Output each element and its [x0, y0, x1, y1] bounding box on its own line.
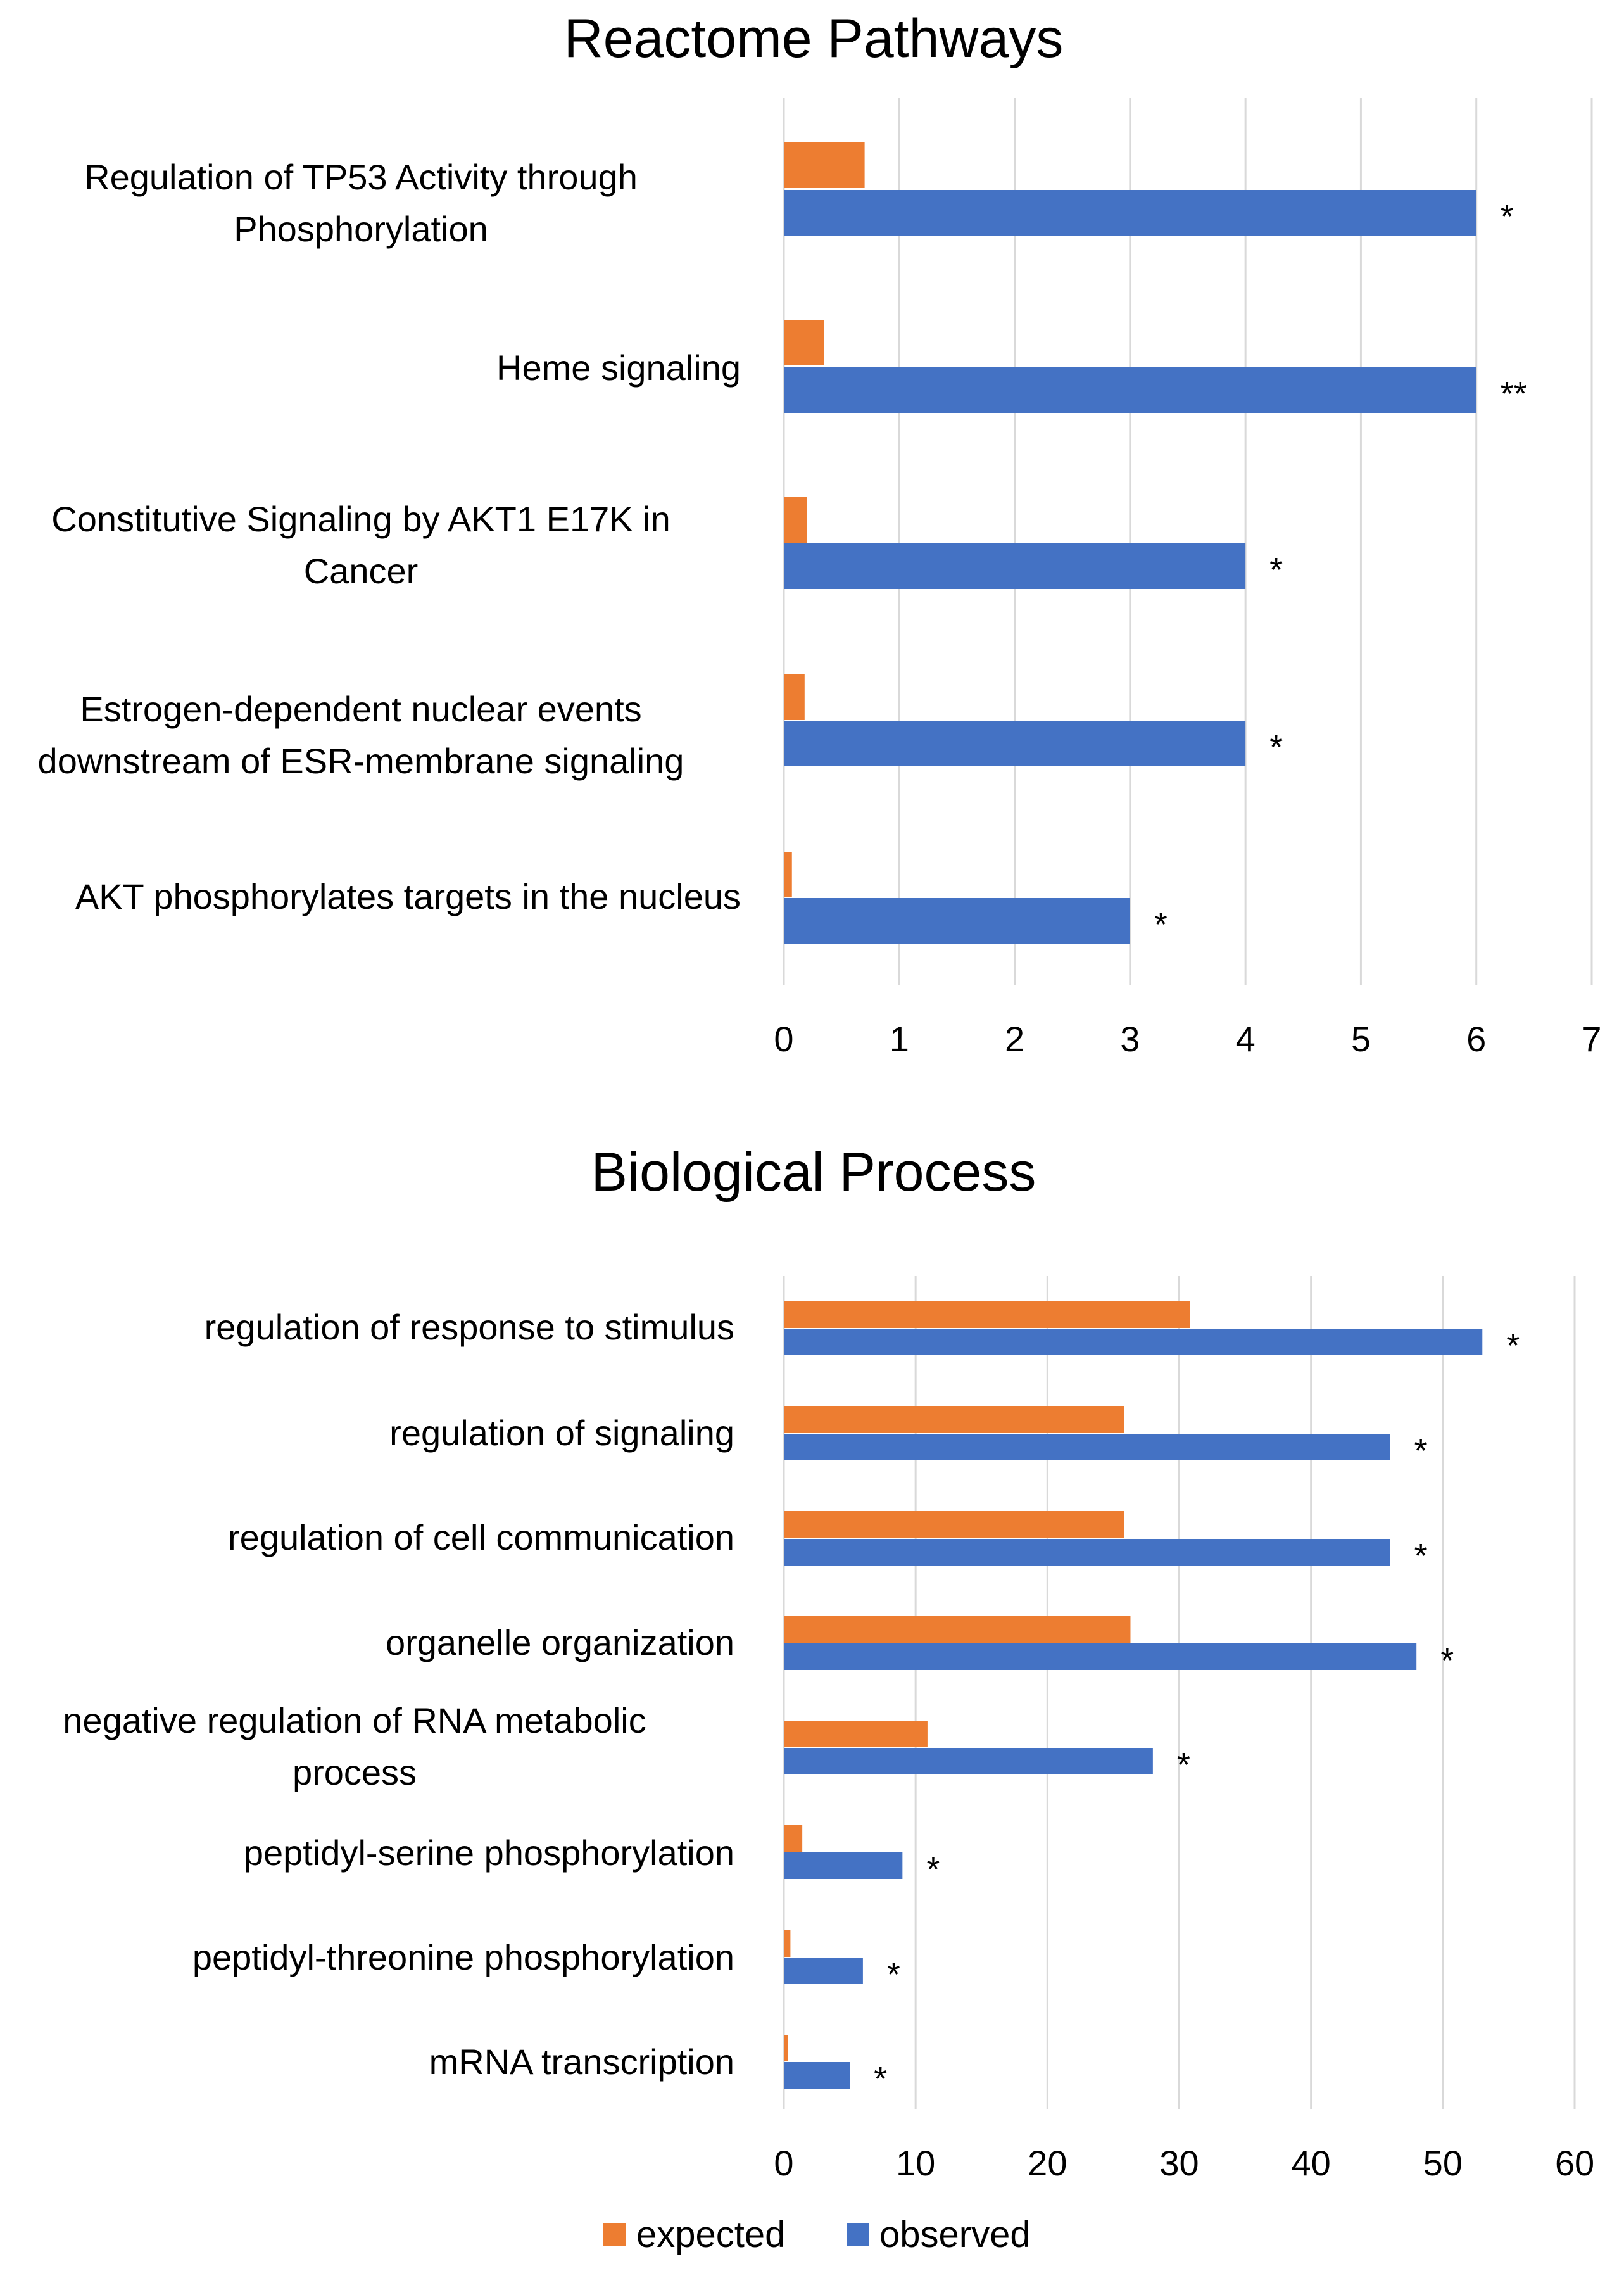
bar-expected: [784, 852, 792, 897]
x-tick-label: 3: [1120, 1019, 1140, 1059]
x-tick-label: 10: [896, 2143, 935, 2183]
bar-expected: [784, 1616, 1131, 1643]
bar-observed: [784, 543, 1246, 589]
legend-swatch-observed: [847, 2223, 869, 2246]
category-label: regulation of response to stimulus: [205, 1307, 734, 1347]
x-tick-label: 7: [1582, 1019, 1601, 1059]
significance-marker: *: [1501, 198, 1514, 236]
legend-swatch-expected: [603, 2223, 626, 2246]
bar-observed: [784, 1643, 1417, 1670]
significance-marker: *: [1154, 906, 1168, 944]
bar-observed: [784, 1852, 903, 1879]
significance-marker: *: [1440, 1642, 1454, 1680]
bar-expected: [784, 1721, 928, 1747]
significance-marker: *: [1414, 1432, 1428, 1470]
x-tick-label: 5: [1351, 1019, 1371, 1059]
bar-expected: [784, 1825, 803, 1852]
x-tick-label: 0: [774, 1019, 793, 1059]
category-label: Heme signaling: [496, 348, 741, 388]
bar-expected: [784, 320, 824, 365]
bar-observed: [784, 367, 1476, 413]
significance-marker: *: [926, 1850, 940, 1888]
category-label: Phosphorylation: [234, 209, 488, 249]
category-label: regulation of cell communication: [228, 1517, 734, 1557]
chart-title: Reactome Pathways: [564, 8, 1064, 69]
x-tick-label: 30: [1159, 2143, 1199, 2183]
category-label: negative regulation of RNA metabolic: [63, 1700, 646, 1740]
x-tick-label: 0: [774, 2143, 793, 2183]
bar-observed: [784, 2062, 850, 2089]
bar-expected: [784, 2035, 788, 2061]
x-tick-label: 4: [1236, 1019, 1256, 1059]
category-label: AKT phosphorylates targets in the nucleu…: [75, 876, 741, 916]
significance-marker: *: [874, 2060, 887, 2098]
category-label: Regulation of TP53 Activity through: [84, 157, 638, 197]
bar-observed: [784, 898, 1130, 944]
bar-observed: [784, 1958, 863, 1984]
bar-expected: [784, 497, 807, 543]
category-label: process: [293, 1752, 417, 1792]
significance-marker: *: [1177, 1746, 1190, 1784]
x-tick-label: 40: [1292, 2143, 1331, 2183]
bar-expected: [784, 142, 865, 188]
bar-observed: [784, 1329, 1483, 1355]
category-label: Estrogen-dependent nuclear events: [80, 689, 641, 729]
significance-marker: *: [1269, 728, 1283, 766]
legend-label-expected: expected: [636, 2214, 785, 2255]
category-label: peptidyl-threonine phosphorylation: [192, 1937, 734, 1977]
bar-observed: [784, 1748, 1153, 1774]
bar-expected: [784, 1511, 1124, 1538]
bar-expected: [784, 1930, 791, 1957]
significance-marker: *: [1269, 551, 1283, 589]
bar-observed: [784, 190, 1476, 236]
x-tick-label: 20: [1028, 2143, 1067, 2183]
category-label: downstream of ESR-membrane signaling: [38, 741, 684, 781]
significance-marker: *: [1506, 1327, 1520, 1365]
bar-observed: [784, 1434, 1390, 1460]
significance-marker: *: [887, 1956, 900, 1994]
bar-expected: [784, 1301, 1190, 1328]
chart-title: Biological Process: [591, 1142, 1036, 1203]
x-tick-label: 60: [1555, 2143, 1594, 2183]
x-tick-label: 6: [1466, 1019, 1486, 1059]
significance-marker: **: [1501, 375, 1527, 413]
category-label: Cancer: [304, 551, 419, 591]
bar-observed: [784, 721, 1246, 766]
x-tick-label: 2: [1005, 1019, 1024, 1059]
legend-label-observed: observed: [879, 2214, 1031, 2255]
x-tick-label: 1: [890, 1019, 909, 1059]
category-label: regulation of signaling: [389, 1413, 734, 1453]
category-label: Constitutive Signaling by AKT1 E17K in: [51, 499, 670, 539]
bar-expected: [784, 674, 805, 720]
category-label: organelle organization: [386, 1623, 734, 1662]
category-label: mRNA transcription: [429, 2042, 734, 2082]
bar-expected: [784, 1406, 1124, 1433]
significance-marker: *: [1414, 1537, 1428, 1575]
x-tick-label: 50: [1423, 2143, 1463, 2183]
bar-observed: [784, 1539, 1390, 1566]
category-label: peptidyl-serine phosphorylation: [244, 1833, 734, 1873]
